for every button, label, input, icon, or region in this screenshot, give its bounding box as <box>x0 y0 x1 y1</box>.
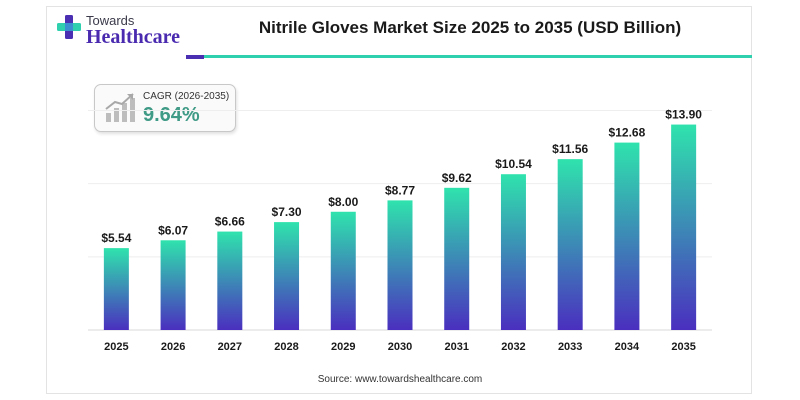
title-rule-accent <box>186 55 204 59</box>
data-label-2030: $8.77 <box>385 183 415 197</box>
bar-2031 <box>444 187 470 330</box>
cagr-value: 9.64% <box>143 104 200 126</box>
x-tick-2028: 2028 <box>274 341 298 353</box>
source-note: Source: www.towardshealthcare.com <box>317 374 483 385</box>
x-tick-2029: 2029 <box>331 341 355 353</box>
x-tick-2025: 2025 <box>104 341 128 353</box>
bar-2026 <box>160 240 186 330</box>
data-label-2029: $8.00 <box>328 195 358 209</box>
x-tick-2032: 2032 <box>501 341 525 353</box>
data-label-2026: $6.07 <box>158 223 188 237</box>
x-tick-2034: 2034 <box>615 341 640 353</box>
x-tick-2026: 2026 <box>161 341 185 353</box>
bar-2032 <box>500 174 526 330</box>
bar-2027 <box>217 231 243 330</box>
x-tick-2035: 2035 <box>671 341 695 353</box>
x-tick-2033: 2033 <box>558 341 582 353</box>
brand-logo: Towards Healthcare <box>56 10 186 54</box>
data-label-2033: $11.56 <box>552 142 588 156</box>
data-label-2028: $7.30 <box>272 205 302 219</box>
bar-2035 <box>671 124 697 330</box>
bar-2034 <box>614 142 640 330</box>
cagr-label: CAGR (2026-2035) <box>143 91 230 102</box>
x-tick-2027: 2027 <box>218 341 242 353</box>
brand-main-text: Healthcare <box>86 26 181 48</box>
data-label-2034: $12.68 <box>609 126 646 140</box>
brand-top-text: Towards <box>86 13 135 28</box>
medical-cross-icon <box>57 15 81 39</box>
bar-2025 <box>103 248 129 330</box>
bar-2029 <box>330 211 356 330</box>
growth-chart-icon <box>105 93 135 122</box>
x-tick-2031: 2031 <box>444 341 468 353</box>
title-rule <box>204 55 752 58</box>
data-label-2027: $6.66 <box>215 215 245 229</box>
chart-title: Nitrile Gloves Market Size 2025 to 2035 … <box>258 18 682 37</box>
bar-2030 <box>387 200 413 330</box>
data-label-2035: $13.90 <box>665 108 702 122</box>
x-tick-2030: 2030 <box>388 341 412 353</box>
data-label-2032: $10.54 <box>495 157 532 171</box>
bar-2028 <box>274 222 300 330</box>
chart-frame <box>46 6 752 394</box>
data-label-2031: $9.62 <box>442 171 472 185</box>
data-label-2025: $5.54 <box>101 231 131 245</box>
bar-2033 <box>557 159 583 330</box>
cagr-badge: CAGR (2026-2035) 9.64% <box>94 84 236 132</box>
